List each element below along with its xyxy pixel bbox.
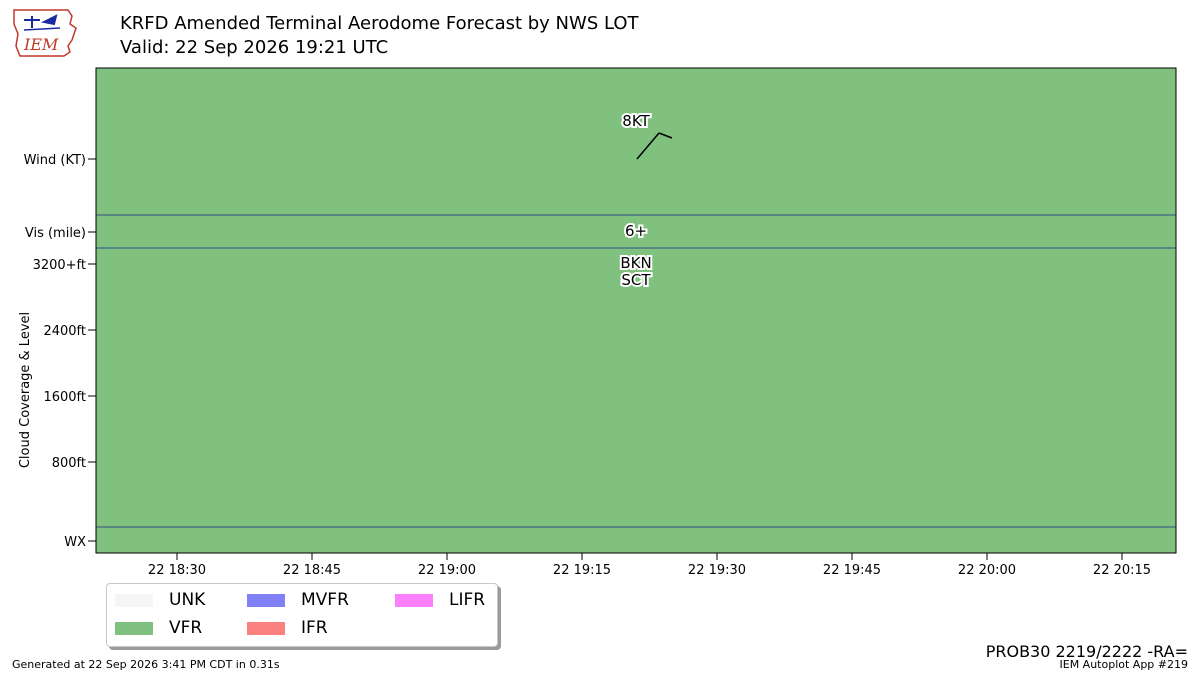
iem-logo: IEM xyxy=(10,6,80,60)
svg-text:IEM: IEM xyxy=(23,35,59,54)
cloud-tick-label: 3200+ft xyxy=(33,258,86,273)
x-axis-ticks: 22 18:30 22 18:45 22 19:00 22 19:15 22 19:30… xyxy=(148,553,1151,578)
cloud-tick-label: 800ft xyxy=(52,456,86,471)
x-tick-label: 22 19:45 xyxy=(823,563,881,578)
taf-timeline-chart: Wind (KT) Vis (mile) WX 3200+ft 2400ft 160… xyxy=(18,67,1177,578)
x-tick-label: 22 19:15 xyxy=(553,563,611,578)
legend-item-lifr: LIFR xyxy=(395,589,485,611)
legend-swatch xyxy=(115,621,153,635)
legend-item-vfr: VFR xyxy=(115,617,202,639)
x-tick-label: 22 20:00 xyxy=(958,563,1016,578)
x-tick-label: 22 20:15 xyxy=(1093,563,1151,578)
legend-item-unk: UNK xyxy=(115,589,205,611)
chart-title: KRFD Amended Terminal Aerodome Forecast … xyxy=(120,13,639,34)
visibility-label: 6+ xyxy=(625,222,647,240)
raw-taf-text: PROB30 2219/2222 -RA= xyxy=(985,642,1188,661)
wind-speed-label: 8KT xyxy=(622,112,650,130)
x-tick-label: 22 18:30 xyxy=(148,563,206,578)
cloud-tick-label: 1600ft xyxy=(43,390,86,405)
cloud-layer-label: SCT xyxy=(621,271,651,289)
wind-barb-shaft xyxy=(636,132,660,160)
legend-label: LIFR xyxy=(449,590,486,610)
ylabel-wx: WX xyxy=(64,535,86,550)
legend: UNK MVFR LIFR VFR IFR xyxy=(106,583,498,647)
legend-item-mvfr: MVFR xyxy=(247,589,349,611)
legend-label: MVFR xyxy=(301,590,349,610)
ylabel-vis: Vis (mile) xyxy=(25,226,86,241)
legend-swatch xyxy=(247,621,285,635)
chart-subtitle: Valid: 22 Sep 2026 19:21 UTC xyxy=(120,37,389,58)
legend-swatch xyxy=(247,593,285,607)
x-tick-label: 22 19:30 xyxy=(688,563,746,578)
legend-label: UNK xyxy=(169,590,206,610)
wind-barb-flag xyxy=(658,132,673,139)
ylabel-wind: Wind (KT) xyxy=(24,153,86,168)
x-tick-label: 22 19:00 xyxy=(418,563,476,578)
cloud-axis-ticks: 3200+ft 2400ft 1600ft 800ft xyxy=(33,258,96,471)
legend-label: VFR xyxy=(169,618,203,638)
cloud-tick-label: 2400ft xyxy=(43,324,86,339)
legend-item-ifr: IFR xyxy=(247,617,328,639)
vfr-background xyxy=(96,68,1176,553)
cloud-axis-label: Cloud Coverage & Level xyxy=(18,312,33,468)
legend-label: IFR xyxy=(301,618,328,638)
legend-swatch xyxy=(115,593,153,607)
cloud-layer-label: BKN xyxy=(620,254,651,272)
legend-swatch xyxy=(395,593,433,607)
generated-footer: Generated at 22 Sep 2026 3:41 PM CDT in … xyxy=(12,658,280,671)
app-footer: IEM Autoplot App #219 xyxy=(1059,658,1189,671)
plot-frame xyxy=(95,67,1177,554)
x-tick-label: 22 18:45 xyxy=(283,563,341,578)
